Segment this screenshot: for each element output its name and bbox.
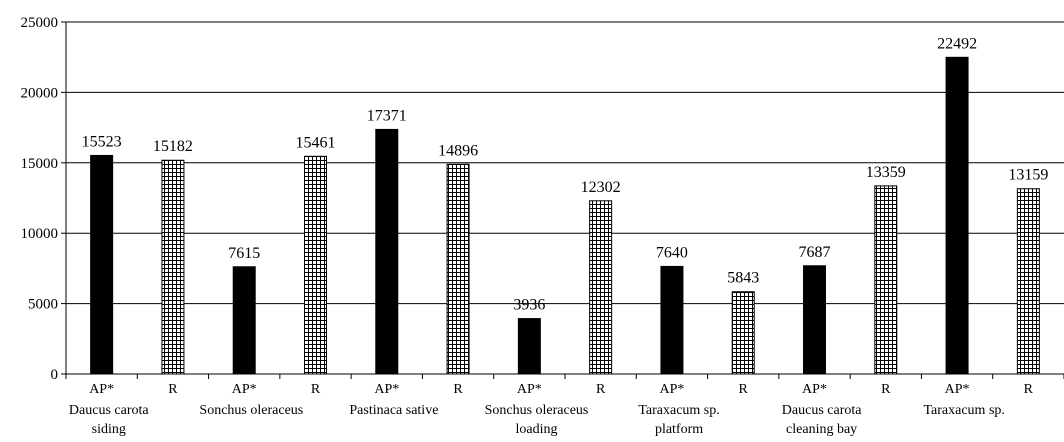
bar-value-label: 13359	[866, 164, 906, 181]
x-category-label: R	[596, 382, 606, 397]
y-tick-label: 0	[51, 367, 59, 383]
x-category-label: AP*	[802, 382, 827, 397]
x-category-label: AP*	[89, 382, 114, 397]
x-group-label: Sonchus oleraceus	[199, 403, 303, 418]
x-group-label: Sonchus oleraceus	[485, 403, 589, 418]
x-group-label: Daucus carota	[69, 403, 149, 418]
y-tick-label: 20000	[21, 85, 59, 101]
x-group-label: loading	[515, 422, 557, 437]
bar-r	[1016, 188, 1040, 375]
bar-value-label: 5843	[727, 270, 759, 287]
bar-value-label: 17371	[367, 107, 407, 124]
bar-r	[304, 155, 327, 375]
y-tick-label: 5000	[28, 297, 58, 313]
y-tick-label: 10000	[21, 226, 59, 242]
x-category-label: AP*	[232, 382, 257, 397]
bar-ap	[660, 265, 684, 375]
x-category-label: R	[311, 382, 321, 397]
bar-ap	[232, 266, 256, 375]
x-group-label: cleaning bay	[786, 422, 857, 437]
bar-value-label: 14896	[438, 142, 478, 159]
x-category-label: AP*	[659, 382, 684, 397]
bar-value-label: 7640	[656, 244, 688, 261]
x-category-label: AP*	[517, 382, 542, 397]
bars	[90, 56, 1040, 375]
axes	[61, 21, 1064, 379]
x-category-label: R	[168, 382, 178, 397]
bar-ap	[517, 318, 541, 375]
bar-ap	[90, 154, 114, 375]
bar-value-label: 3936	[513, 297, 545, 314]
labels: 0 5000 10000 15000 20000 25000 15523 AP* 15182 R 7…	[21, 15, 1049, 437]
x-group-label: siding	[92, 422, 126, 437]
x-group-label: Daucus carota	[782, 403, 862, 418]
bar-r	[731, 291, 755, 375]
bar-ap	[945, 56, 969, 375]
bar-r	[446, 163, 470, 375]
bar-value-label: 7615	[228, 245, 260, 262]
bar-value-label: 12302	[581, 179, 621, 196]
x-category-label: AP*	[374, 382, 399, 397]
x-category-label: R	[453, 382, 463, 397]
gridlines	[66, 21, 1064, 305]
bar-value-label: 15461	[296, 134, 336, 151]
x-category-label: R	[1024, 382, 1034, 397]
bar-r	[874, 185, 898, 375]
bar-value-label: 7687	[799, 244, 831, 261]
x-group-label: Taraxacum sp.	[638, 403, 719, 418]
bar-ap	[375, 128, 399, 375]
bar-value-label: 15182	[153, 138, 193, 155]
x-category-label: AP*	[945, 382, 970, 397]
bar-value-label: 13159	[1008, 167, 1048, 184]
bar-ap	[803, 265, 826, 375]
bar-value-label: 22492	[937, 35, 977, 52]
bar-r	[589, 200, 613, 375]
y-tick-label: 15000	[21, 156, 59, 172]
bar-value-label: 15523	[82, 133, 122, 150]
x-group-label: Taraxacum sp.	[923, 403, 1004, 418]
x-group-label: platform	[655, 422, 703, 437]
bar-r	[161, 159, 185, 375]
x-group-label: Pastinaca sative	[349, 403, 438, 418]
x-category-label: R	[739, 382, 749, 397]
y-tick-label: 25000	[21, 15, 59, 31]
x-category-label: R	[881, 382, 891, 397]
